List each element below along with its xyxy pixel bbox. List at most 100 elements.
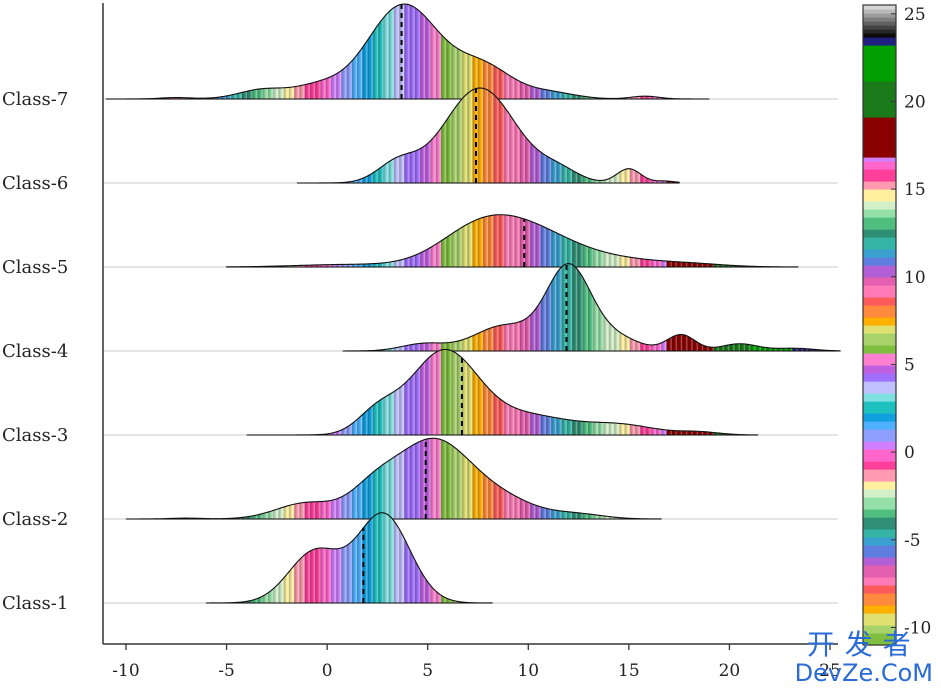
- colorbar-band: [863, 257, 896, 262]
- colorbar-band: [863, 245, 896, 250]
- colorbar-band: [863, 493, 896, 498]
- colorbar-band: [863, 85, 896, 90]
- colorbar-band: [863, 593, 896, 598]
- colorbar-band: [863, 101, 896, 106]
- colorbar-band: [863, 429, 896, 434]
- colorbar-band: [863, 589, 896, 594]
- colorbar-tick-label: 25: [904, 5, 926, 25]
- colorbar-band: [863, 377, 896, 382]
- colorbar-band: [863, 137, 896, 142]
- colorbar-band: [863, 309, 896, 314]
- colorbar-band: [863, 513, 896, 518]
- colorbar-band: [863, 53, 896, 58]
- colorbar-band: [863, 157, 896, 162]
- colorbar-band: [863, 233, 896, 238]
- ridge-class-2: [126, 437, 662, 520]
- colorbar-band: [863, 33, 896, 38]
- colorbar-band: [863, 225, 896, 230]
- colorbar-band: [863, 385, 896, 390]
- colorbar-band: [863, 565, 896, 570]
- colorbar-band: [863, 633, 896, 638]
- y-labels: Class-7 Class-6 Class-5 Class-4 Class-3 Class…: [2, 89, 68, 614]
- colorbar-band: [863, 329, 896, 334]
- colorbar-band: [863, 425, 896, 430]
- colorbar-band: [863, 81, 896, 86]
- colorbar-band: [863, 5, 896, 10]
- colorbar-band: [863, 193, 896, 198]
- colorbar-band: [863, 525, 896, 530]
- ridge-class-1: [205, 512, 493, 604]
- colorbar-band: [863, 141, 896, 146]
- colorbar-band: [863, 461, 896, 466]
- colorbar-band: [863, 505, 896, 510]
- colorbar-band: [863, 73, 896, 78]
- colorbar-band: [863, 605, 896, 610]
- colorbar-band: [863, 445, 896, 450]
- colorbar-band: [863, 45, 896, 50]
- colorbar-band: [863, 209, 896, 214]
- colorbar-band: [863, 13, 896, 18]
- colorbar-band: [863, 577, 896, 582]
- colorbar-band: [863, 349, 896, 354]
- colorbar-band: [863, 117, 896, 122]
- watermark: 开发者 DevZe.CoM: [795, 628, 933, 687]
- colorbar-band: [863, 65, 896, 70]
- colorbar-band: [863, 437, 896, 442]
- colorbar-band: [863, 269, 896, 274]
- x-tick-label: 20: [719, 661, 741, 681]
- colorbar-band: [863, 373, 896, 378]
- colorbar-band: [863, 501, 896, 506]
- colorbar-band: [863, 177, 896, 182]
- colorbar-band: [863, 405, 896, 410]
- colorbar-band: [863, 553, 896, 558]
- colorbar-band: [863, 317, 896, 322]
- watermark-cn: 开发者: [806, 628, 921, 661]
- colorbar-band: [863, 345, 896, 350]
- colorbar-band: [863, 341, 896, 346]
- colorbar-band: [863, 497, 896, 502]
- x-tick-label: -5: [218, 661, 235, 681]
- colorbar-band: [863, 205, 896, 210]
- colorbar-band: [863, 149, 896, 154]
- colorbar-band: [863, 169, 896, 174]
- colorbar-band: [863, 69, 896, 74]
- colorbar-tick-label: 20: [904, 92, 926, 112]
- colorbar-band: [863, 9, 896, 14]
- colorbar-band: [863, 273, 896, 278]
- colorbar-band: [863, 441, 896, 446]
- colorbar-band: [863, 213, 896, 218]
- colorbar-band: [863, 241, 896, 246]
- colorbar-band: [863, 221, 896, 226]
- ridge-class-6: [296, 87, 680, 184]
- colorbar-band: [863, 545, 896, 550]
- colorbar-band: [863, 381, 896, 386]
- y-label: Class-2: [2, 509, 68, 530]
- colorbar-tick-label: 0: [904, 443, 915, 463]
- colorbar-tick-label: 5: [904, 355, 915, 375]
- colorbar-band: [863, 265, 896, 270]
- ridge-class-5: [226, 214, 799, 268]
- colorbar-band: [863, 173, 896, 178]
- colorbar-band: [863, 449, 896, 454]
- colorbar-band: [863, 609, 896, 614]
- colorbar-band: [863, 301, 896, 306]
- colorbar-band: [863, 541, 896, 546]
- x-tick-label: 0: [322, 661, 333, 681]
- colorbar-band: [863, 409, 896, 414]
- colorbar-band: [863, 517, 896, 522]
- colorbar-band: [863, 477, 896, 482]
- axes: [102, 3, 838, 645]
- colorbar-band: [863, 77, 896, 82]
- colorbar-band: [863, 113, 896, 118]
- colorbar-band: [863, 281, 896, 286]
- colorbar-band: [863, 569, 896, 574]
- colorbar-tick-label: 15: [904, 180, 926, 200]
- colorbar-band: [863, 109, 896, 114]
- colorbar-band: [863, 597, 896, 602]
- colorbar-band: [863, 201, 896, 206]
- colorbar-band: [863, 49, 896, 54]
- colorbar-band: [863, 521, 896, 526]
- colorbar-band: [863, 121, 896, 126]
- colorbar-band: [863, 621, 896, 626]
- colorbar-band: [863, 237, 896, 242]
